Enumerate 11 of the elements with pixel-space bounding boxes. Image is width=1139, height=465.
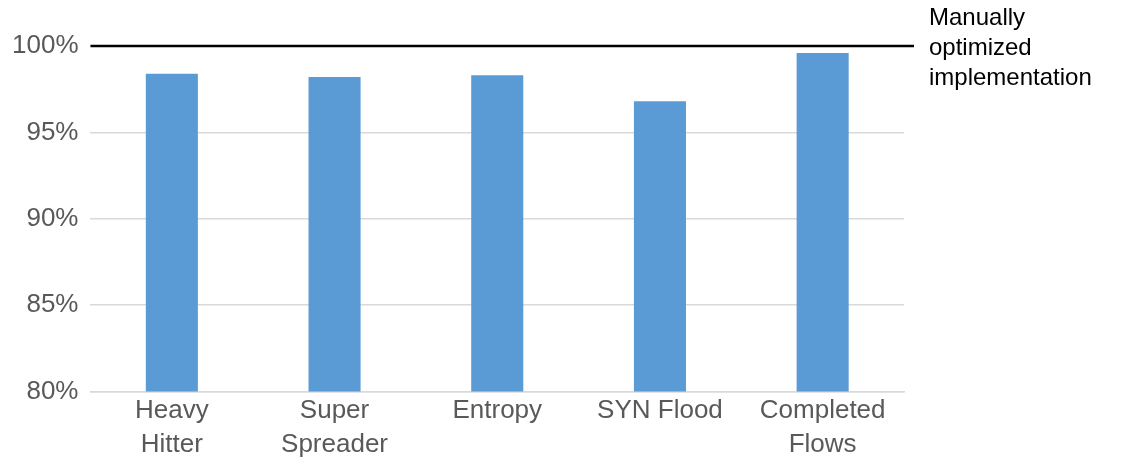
y-tick-label: 100% — [12, 29, 79, 60]
x-tick-label: SYN Flood — [597, 394, 723, 425]
x-tick-label: Heavy Hitter — [135, 394, 209, 459]
ref-line-label: Manually optimized implementation — [929, 2, 1092, 90]
y-tick-label: 85% — [26, 288, 79, 319]
y-tick-label: 90% — [26, 201, 79, 232]
y-tick-label: 80% — [26, 374, 79, 405]
y-tick-label: 95% — [26, 115, 79, 146]
x-tick-label: Completed Flows — [759, 394, 886, 459]
x-tick-label: Super Spreader — [281, 394, 389, 459]
x-tick-label: Entropy — [452, 394, 543, 425]
